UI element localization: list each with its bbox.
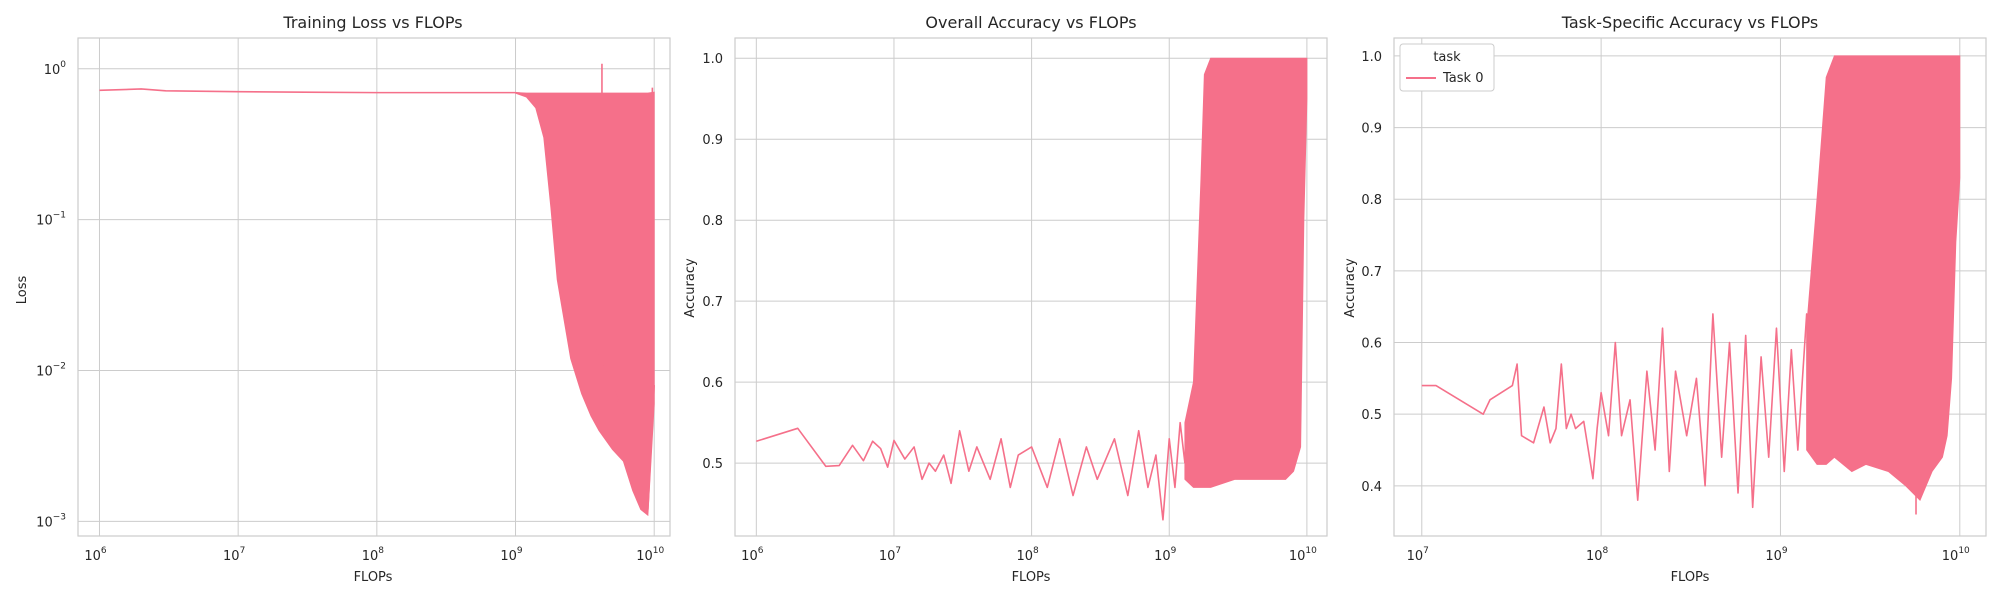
legend: task Task 0 xyxy=(1399,43,1495,92)
panel-training-loss: Training Loss vs FLOPs FLOPs Loss 106 107… xyxy=(15,13,671,585)
x-tick-label: 107 xyxy=(879,546,901,564)
y-tick-label: 0.9 xyxy=(1361,122,1382,137)
x-tick-label: 106 xyxy=(84,546,107,564)
panel-2-title: Overall Accuracy vs FLOPs xyxy=(925,13,1136,32)
x-tick-label: 108 xyxy=(1016,546,1039,564)
x-tick-label: 1010 xyxy=(1289,546,1317,564)
series-line-task-0 xyxy=(1421,313,1816,509)
panel-2-xlabel: FLOPs xyxy=(1012,570,1051,585)
y-tick-label: 0.7 xyxy=(1361,265,1382,280)
y-tick-label: 10−3 xyxy=(36,512,66,530)
panel-3-ylabel: Accuracy xyxy=(1343,258,1358,318)
panel-task-accuracy: Task-Specific Accuracy vs FLOPs FLOPs Ac… xyxy=(1343,13,1987,585)
y-tick-label: 0.5 xyxy=(702,457,723,472)
series-band xyxy=(515,91,655,517)
x-tick-label: 109 xyxy=(1154,546,1177,564)
y-tick-label: 10−1 xyxy=(36,211,66,229)
y-tick-label: 1.0 xyxy=(1361,50,1382,65)
y-tick-label: 0.4 xyxy=(1361,480,1382,495)
y-tick-label: 1.0 xyxy=(702,52,723,67)
panel-1-ylabel: Loss xyxy=(15,276,30,305)
panel-overall-accuracy: Overall Accuracy vs FLOPs FLOPs Accuracy… xyxy=(683,13,1328,585)
panel-1-title: Training Loss vs FLOPs xyxy=(282,13,462,32)
y-tick-label: 0.9 xyxy=(702,133,723,148)
panel-1-xlabel: FLOPs xyxy=(354,570,393,585)
y-tick-label: 100 xyxy=(44,60,67,78)
y-tick-label: 10−2 xyxy=(36,362,66,380)
x-tick-label: 107 xyxy=(223,546,245,564)
legend-entry-task-0: Task 0 xyxy=(1442,71,1483,86)
panel-3-xlabel: FLOPs xyxy=(1671,570,1710,585)
axes-frame xyxy=(1393,37,1987,537)
series-band xyxy=(1184,57,1308,488)
panel-2-plot: 106 107 108 109 1010 0.5 0.6 0.7 0.8 0.9 1.0 xyxy=(702,37,1328,564)
x-tick-label: 106 xyxy=(741,546,764,564)
y-tick-label: 0.6 xyxy=(1361,337,1382,352)
panel-2-ylabel: Accuracy xyxy=(683,258,698,318)
x-tick-label: 108 xyxy=(362,546,385,564)
legend-box xyxy=(1399,43,1495,92)
panel-3-plot: 107 108 109 1010 0.4 0.5 0.6 0.7 0.8 0.9 1.0 xyxy=(1361,37,1987,564)
x-tick-label: 109 xyxy=(1765,546,1788,564)
x-tick-label: 109 xyxy=(500,546,523,564)
x-tick-label: 108 xyxy=(1586,546,1609,564)
axes-frame xyxy=(734,37,1328,537)
series-line-0 xyxy=(99,88,655,511)
x-tick-label: 107 xyxy=(1407,546,1429,564)
x-tick-label: 1010 xyxy=(636,546,664,564)
series-line-0 xyxy=(756,421,1186,521)
panel-1-plot: 106 107 108 109 1010 10−3 10−2 10−1 100 xyxy=(36,37,671,564)
y-tick-label: 0.8 xyxy=(702,214,723,229)
y-tick-label: 0.8 xyxy=(1361,193,1382,208)
legend-title: task xyxy=(1433,50,1461,65)
x-tick-label: 1010 xyxy=(1942,546,1970,564)
y-tick-label: 0.6 xyxy=(702,376,723,391)
panel-3-title: Task-Specific Accuracy vs FLOPs xyxy=(1561,13,1819,32)
series-band xyxy=(1806,55,1961,502)
axes-frame xyxy=(77,37,671,537)
y-tick-label: 0.5 xyxy=(1361,408,1382,423)
y-tick-label: 0.7 xyxy=(702,295,723,310)
